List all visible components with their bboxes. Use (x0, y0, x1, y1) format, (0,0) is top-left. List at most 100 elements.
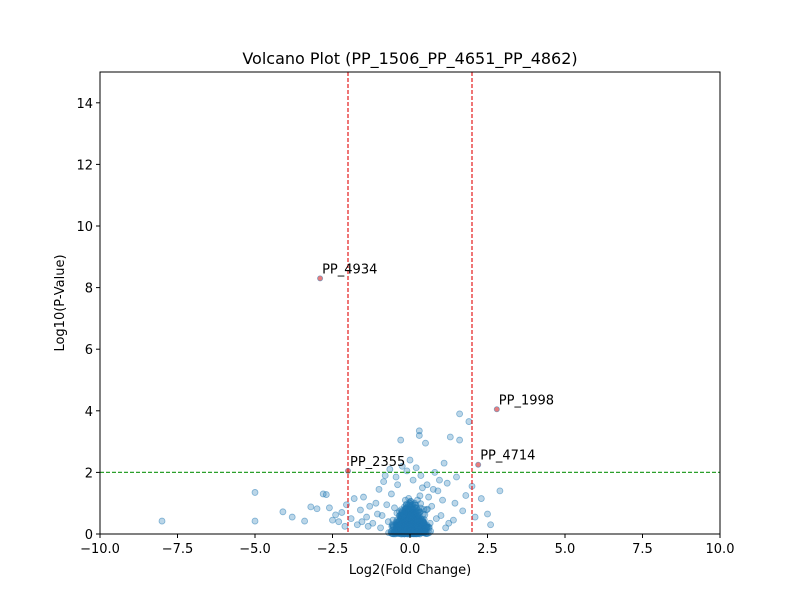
highlighted-point (475, 461, 482, 468)
data-point (420, 505, 428, 513)
data-point (477, 495, 485, 502)
data-point (407, 511, 415, 519)
data-point (307, 503, 315, 511)
data-point (350, 495, 358, 502)
data-point (398, 462, 406, 470)
points-layer (158, 410, 504, 538)
data-point (443, 479, 451, 487)
data-point (439, 496, 446, 504)
data-point (496, 487, 504, 495)
data-point (402, 522, 410, 530)
data-point (364, 522, 372, 530)
chart-title: Volcano Plot (PP_1506_PP_4651_PP_4862) (242, 49, 577, 69)
data-point (332, 511, 340, 519)
data-point (487, 521, 495, 529)
plot-area (100, 72, 720, 534)
x-tick-label: 2.5 (477, 542, 498, 557)
threshold-lines (100, 72, 720, 534)
data-point (446, 433, 454, 441)
data-point (411, 499, 419, 507)
data-point (408, 521, 415, 529)
data-point (389, 516, 397, 524)
data-point (360, 493, 367, 501)
y-tick-label: 4 (85, 405, 93, 420)
data-point (391, 504, 398, 512)
data-point (409, 476, 417, 484)
data-point (402, 501, 410, 509)
data-point (456, 410, 464, 418)
y-tick-label: 10 (76, 220, 93, 235)
data-point (388, 527, 396, 535)
x-tick-label: −10.0 (80, 542, 120, 557)
data-point (436, 476, 443, 484)
data-point (406, 456, 414, 464)
data-point (279, 508, 287, 516)
data-point (347, 515, 355, 522)
data-point (401, 496, 409, 504)
data-point (363, 513, 371, 521)
data-point (484, 510, 491, 518)
data-point (356, 506, 364, 514)
highlighted-point (317, 275, 324, 282)
data-point (380, 478, 388, 486)
y-tick-label: 0 (85, 528, 93, 543)
data-point (405, 494, 413, 502)
data-point (374, 510, 381, 518)
data-point (437, 512, 445, 519)
data-point (421, 529, 429, 536)
y-tick-label: 2 (85, 466, 93, 481)
data-point (338, 509, 346, 516)
data-point (375, 485, 383, 493)
x-tick-label: −7.5 (162, 542, 194, 557)
data-point (456, 436, 464, 444)
data-point (426, 519, 434, 527)
data-point (383, 501, 391, 509)
data-point (415, 427, 423, 435)
data-point (418, 484, 426, 492)
data-point (417, 472, 425, 479)
data-point (453, 473, 460, 481)
y-axis-label: Log10(P-Value) (53, 254, 68, 351)
x-axis-label: Log2(Fold Change) (349, 563, 471, 578)
highlight-layer: PP_4934 PP_1998 PP_4714 PP_2355 (317, 262, 554, 474)
data-point (445, 519, 453, 527)
data-point (395, 522, 403, 530)
x-tick-label: 5.0 (555, 542, 576, 557)
highlighted-point (493, 406, 500, 413)
data-point (381, 472, 389, 479)
data-point (412, 464, 420, 472)
data-point (377, 524, 384, 532)
x-tick-label: −2.5 (317, 542, 349, 557)
data-point (414, 513, 422, 521)
data-point (288, 513, 296, 521)
data-point (251, 517, 259, 525)
point-annotation: PP_4934 (322, 262, 377, 277)
point-annotation: PP_4714 (480, 449, 535, 464)
data-point (449, 516, 457, 524)
data-point (425, 523, 433, 531)
data-point (440, 459, 448, 467)
data-point (400, 509, 408, 516)
data-point (429, 485, 437, 493)
x-tick-label: 10.0 (706, 542, 735, 557)
x-tick-label: 0.0 (400, 542, 421, 557)
data-point (397, 436, 405, 444)
data-point (366, 502, 374, 510)
x-tick-label: 7.5 (632, 542, 653, 557)
y-tick-label: 6 (85, 343, 93, 358)
data-point (432, 515, 440, 522)
data-point (369, 519, 377, 527)
data-point (425, 493, 433, 501)
data-point (322, 491, 330, 498)
data-point (416, 528, 423, 536)
data-point (471, 513, 479, 521)
data-point (459, 507, 467, 515)
data-point (392, 473, 400, 481)
x-tick-label: −5.0 (239, 542, 271, 557)
data-point (394, 481, 402, 489)
data-point (462, 492, 470, 499)
data-point (387, 490, 395, 498)
data-point (335, 518, 343, 526)
y-axis: 0 2 4 6 8 10 12 14 (76, 97, 100, 543)
